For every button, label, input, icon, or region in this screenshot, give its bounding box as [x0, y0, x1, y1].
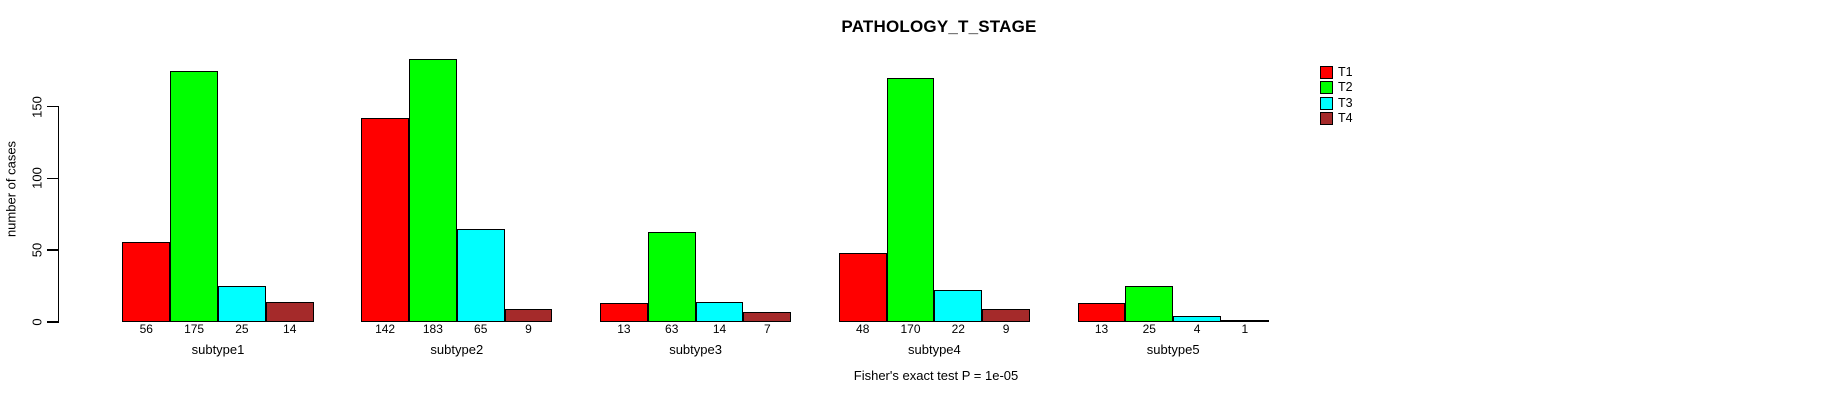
- category-label-subtype4: subtype4: [908, 342, 961, 357]
- bar-value-label: 142: [375, 322, 396, 336]
- bar-value-label: 9: [1002, 322, 1010, 336]
- bar-value-label: 1: [1241, 322, 1249, 336]
- bar-T2-subtype2: [409, 59, 457, 322]
- bar-T4-subtype5: [1221, 320, 1269, 322]
- y-tick-label: 150: [29, 95, 45, 118]
- category-label-subtype3: subtype3: [669, 342, 722, 357]
- bar-T2-subtype1: [170, 70, 218, 322]
- y-tick-mark: [47, 177, 59, 180]
- y-tick-mark: [47, 105, 59, 108]
- bar-T4-subtype1: [265, 301, 314, 322]
- legend-item-T4: T4: [1320, 110, 1353, 125]
- y-tick-label: 100: [29, 167, 45, 190]
- bar-T4-subtype2: [504, 309, 553, 322]
- bar-T2-subtype3: [647, 231, 696, 322]
- legend-label-T1: T1: [1338, 65, 1353, 79]
- y-tick-label: 50: [29, 242, 45, 258]
- bar-T3-subtype4: [934, 290, 983, 322]
- bar-T3-subtype2: [456, 228, 505, 322]
- bar-T3-subtype5: [1173, 316, 1221, 322]
- legend-item-T1: T1: [1320, 66, 1353, 79]
- bar-value-label: 9: [525, 322, 532, 336]
- bar-T4-subtype3: [743, 311, 792, 322]
- bar-T4-subtype4: [982, 309, 1030, 322]
- annotation-fisher-test: Fisher's exact test P = 1e-05: [853, 368, 1019, 383]
- chart-title: PATHOLOGY_T_STAGE: [841, 17, 1037, 36]
- legend: T1 T2 T3 T4: [1320, 66, 1353, 127]
- bar-value-label: 56: [139, 322, 153, 336]
- bar-value-label: 14: [283, 322, 297, 336]
- bar-value-label: 22: [951, 322, 965, 336]
- bar-value-label: 14: [712, 322, 727, 336]
- bar-T1-subtype2: [361, 118, 409, 322]
- legend-swatch-T2: [1320, 81, 1333, 95]
- bar-T2-subtype4: [886, 77, 935, 322]
- bar-value-label: 183: [422, 322, 443, 336]
- legend-item-T3: T3: [1320, 95, 1353, 110]
- bar-value-label: 13: [617, 322, 631, 336]
- y-axis-label: number of cases: [3, 140, 19, 238]
- bar-value-label: 63: [665, 322, 679, 336]
- bar-T1-subtype3: [600, 303, 648, 322]
- legend-swatch-T1: [1320, 66, 1333, 79]
- bar-T2-subtype5: [1125, 286, 1174, 322]
- y-tick-mark: [47, 321, 59, 323]
- bar-value-label: 175: [184, 322, 205, 336]
- category-label-subtype1: subtype1: [191, 342, 245, 357]
- legend-item-T2: T2: [1320, 80, 1353, 95]
- bar-value-label: 13: [1094, 322, 1109, 336]
- bar-value-label: 65: [474, 322, 488, 336]
- category-label-subtype2: subtype2: [430, 342, 484, 357]
- bar-T1-subtype4: [838, 253, 887, 322]
- y-axis-line: [57, 106, 59, 324]
- bar-T1-subtype5: [1077, 303, 1126, 322]
- bar-T1-subtype1: [122, 241, 171, 322]
- bar-value-label: 25: [1142, 322, 1156, 336]
- y-tick-mark: [47, 249, 59, 251]
- legend-label-T4: T4: [1338, 110, 1353, 125]
- bar-value-label: 170: [900, 322, 921, 336]
- category-label-subtype5: subtype5: [1146, 342, 1200, 357]
- legend-label-T3: T3: [1338, 95, 1353, 110]
- legend-swatch-T3: [1320, 96, 1333, 110]
- bar-T3-subtype1: [218, 286, 266, 322]
- bar-value-label: 4: [1193, 322, 1201, 336]
- legend-label-T2: T2: [1338, 80, 1353, 95]
- y-tick-label: 0: [29, 318, 45, 326]
- bar-value-label: 48: [856, 322, 870, 336]
- legend-swatch-T4: [1320, 111, 1333, 125]
- bar-value-label: 25: [235, 322, 249, 336]
- bar-T3-subtype3: [695, 301, 744, 322]
- bar-value-label: 7: [763, 322, 771, 336]
